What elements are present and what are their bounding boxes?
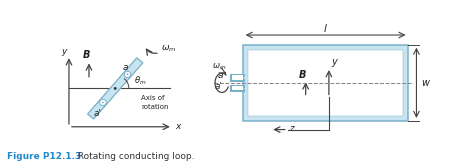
- Text: w: w: [421, 78, 429, 88]
- Text: $\omega_m$: $\omega_m$: [212, 61, 226, 72]
- Text: B: B: [299, 70, 306, 80]
- Circle shape: [124, 71, 131, 78]
- Text: y: y: [331, 57, 337, 67]
- Text: l: l: [324, 24, 327, 34]
- Bar: [233, 75, 243, 80]
- Bar: [233, 86, 243, 91]
- Text: Figure P12.1.3: Figure P12.1.3: [7, 152, 81, 161]
- Bar: [248, 50, 403, 116]
- Text: a: a: [122, 63, 128, 72]
- Text: rotation: rotation: [141, 104, 169, 110]
- Circle shape: [102, 102, 104, 103]
- Text: y: y: [62, 47, 67, 56]
- Bar: [243, 45, 408, 121]
- Text: a: a: [217, 71, 223, 80]
- Text: $\omega_m$: $\omega_m$: [161, 44, 176, 54]
- Text: a': a': [214, 82, 222, 91]
- Text: Axis of: Axis of: [141, 95, 165, 101]
- Text: a': a': [94, 109, 102, 118]
- Circle shape: [114, 87, 117, 90]
- Polygon shape: [87, 58, 143, 119]
- Circle shape: [100, 99, 106, 106]
- Text: B: B: [82, 50, 90, 60]
- Text: Rotating conducting loop.: Rotating conducting loop.: [72, 152, 195, 161]
- Text: x: x: [175, 122, 180, 131]
- Text: z: z: [289, 124, 294, 133]
- Text: $\theta_m$: $\theta_m$: [134, 74, 147, 87]
- Circle shape: [126, 73, 128, 75]
